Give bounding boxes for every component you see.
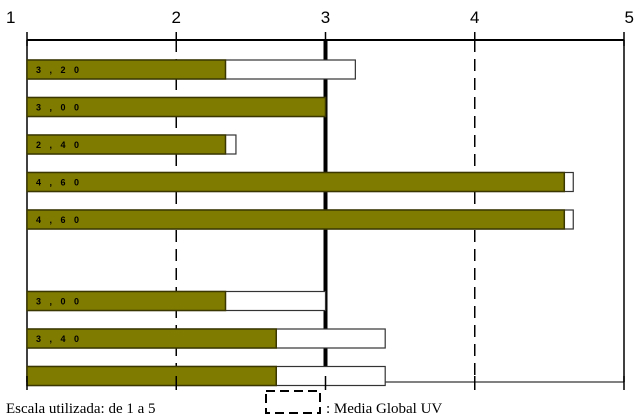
tick-label: 4 — [470, 8, 479, 27]
bar-series — [26, 59, 574, 387]
bar-value-label: 4 , 6 0 — [36, 215, 82, 225]
bar-fill — [26, 96, 327, 118]
bar-fill — [26, 134, 227, 155]
bar-value-label: 2 , 4 0 — [36, 140, 82, 150]
tick-label: 2 — [172, 8, 181, 27]
data-labels: 3 , 2 0 3 , 0 0 2 , 4 0 4 , 6 0 4 , 6 0 3 , 0… — [36, 65, 82, 344]
bar-value-label: 3 , 2 0 — [36, 65, 82, 75]
bar-value-label: 3 , 4 0 — [36, 334, 82, 344]
scale-caption: Escala utilizada: de 1 a 5 — [6, 401, 156, 417]
tick-label: 5 — [625, 8, 634, 27]
footer-legend: Escala utilizada: de 1 a 5 : Media Globa… — [6, 390, 442, 417]
bar-fill — [26, 290, 227, 312]
bar-fill — [26, 209, 566, 230]
bar-value-label: 3 , 0 0 — [36, 297, 82, 307]
bar-fill — [26, 328, 277, 349]
media-legend-swatch — [265, 390, 321, 414]
tick-label: 3 — [321, 8, 330, 27]
media-caption: : Media Global UV — [326, 401, 442, 417]
x-axis-ticks: 1 2 3 4 5 — [6, 8, 634, 390]
bar-fill — [26, 171, 566, 193]
bar-fill — [26, 59, 227, 80]
bar-fill — [26, 365, 277, 387]
tick-label: 1 — [6, 8, 15, 27]
bar-value-label: 3 , 0 0 — [36, 103, 82, 113]
bar-value-label: 4 , 6 0 — [36, 178, 82, 188]
